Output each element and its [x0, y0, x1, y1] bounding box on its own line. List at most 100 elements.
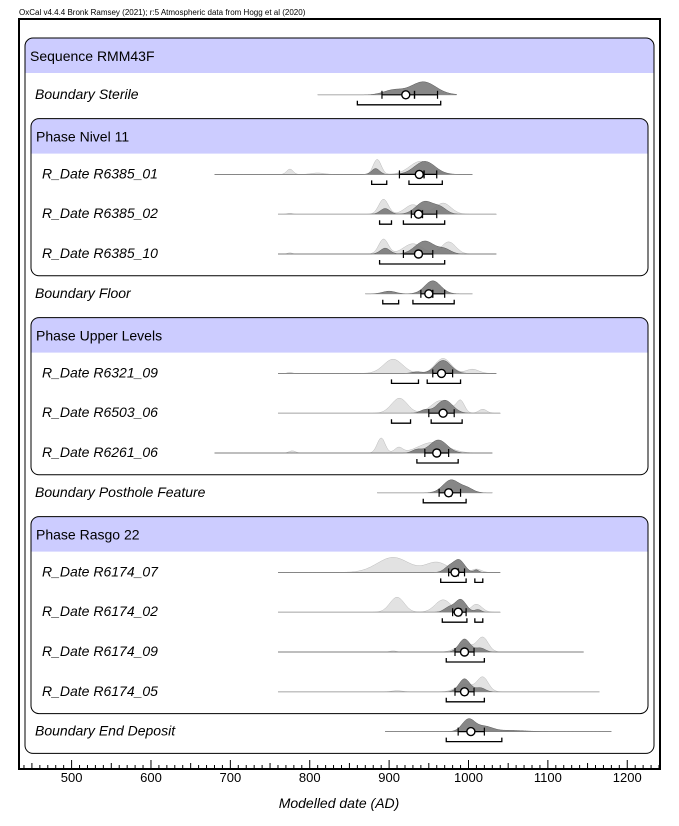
- row-label: R_Date R6385_10: [42, 245, 158, 261]
- group-title: Sequence RMM43F: [30, 48, 155, 64]
- row-label: R_Date R6385_02: [42, 205, 158, 221]
- hpd-bracket: [422, 498, 467, 504]
- hpd-bracket: [370, 180, 388, 186]
- posterior-distribution: [317, 81, 457, 96]
- group-header-fill: [31, 317, 648, 353]
- mean-marker: [436, 368, 447, 379]
- group-outline: [24, 37, 655, 754]
- posterior-distribution: [377, 479, 493, 494]
- row-label: R_Date R6174_05: [42, 683, 158, 699]
- hpd-bracket: [445, 737, 503, 743]
- mean-marker: [438, 408, 448, 418]
- row-label: R_Date R6261_06: [42, 444, 158, 460]
- hpd-bracket: [474, 618, 484, 623]
- x-axis: 500 600 700 800 900 1000 1100 1200 Modelled date…: [23, 760, 660, 811]
- row-boundary-end-deposit: Boundary End Deposit: [35, 718, 612, 743]
- hpd-bracket: [474, 578, 484, 584]
- prior-distribution: [278, 397, 501, 414]
- hpd-bracket: [445, 697, 486, 703]
- group-box: Phase Upper Levels: [30, 317, 649, 476]
- hpd-bracket: [382, 299, 400, 305]
- group-title: Phase Rasgo 22: [36, 527, 140, 543]
- hpd-bracket: [426, 379, 462, 385]
- x-axis-title: Modelled date (AD): [279, 795, 400, 811]
- mean-marker: [459, 647, 470, 657]
- posterior-distribution: [385, 718, 612, 732]
- row-label: R_Date R6385_01: [42, 165, 158, 181]
- hpd-bracket: [356, 100, 442, 106]
- mean-marker: [413, 249, 424, 259]
- group-header-fill: [31, 516, 648, 552]
- hpd-bracket: [408, 180, 443, 186]
- row-label: Boundary Floor: [35, 285, 132, 301]
- group-title: Phase Upper Levels: [36, 328, 162, 344]
- row-boundary-posthole-feature: Boundary Posthole Feature: [35, 479, 493, 504]
- hpd-bracket: [445, 658, 486, 663]
- row-r-date-r6261-06: R_Date R6261_06: [42, 437, 493, 464]
- row-r-date-r6174-05: R_Date R6174_05: [42, 676, 600, 703]
- row-r-date-r6503-06: R_Date R6503_06: [42, 397, 501, 424]
- prior-distribution: [278, 358, 497, 374]
- x-tick-label: 700: [220, 770, 242, 785]
- mean-marker: [401, 90, 411, 100]
- row-label: R_Date R6174_02: [42, 603, 158, 619]
- hpd-bracket: [441, 618, 468, 623]
- hpd-bracket: [416, 459, 459, 464]
- mean-marker: [424, 289, 434, 299]
- group-title: Phase Nivel 11: [36, 129, 129, 145]
- hpd-bracket: [402, 220, 446, 225]
- posterior-distribution: [214, 161, 473, 175]
- row-label: Boundary Sterile: [35, 86, 139, 102]
- group-outline: [30, 317, 649, 476]
- posterior-distribution: [365, 280, 473, 295]
- posterior-distribution: [278, 678, 600, 693]
- hpd-bracket: [378, 220, 393, 225]
- prior-distribution: [278, 676, 600, 693]
- mean-marker: [414, 169, 424, 180]
- row-label: R_Date R6174_07: [42, 563, 159, 579]
- row-boundary-sterile: Boundary Sterile: [35, 81, 457, 106]
- row-r-date-r6385-10: R_Date R6385_10: [42, 238, 497, 265]
- group-outline: [30, 118, 649, 277]
- hpd-bracket: [440, 578, 467, 584]
- hpd-bracket: [430, 419, 463, 424]
- posterior-distribution: [278, 638, 584, 653]
- group-header-fill: [25, 38, 654, 73]
- plot-frame: [18, 18, 661, 770]
- mean-marker: [450, 567, 460, 578]
- row-boundary-floor: Boundary Floor: [35, 280, 473, 305]
- row-r-date-r6174-09: R_Date R6174_09: [42, 636, 584, 663]
- group-header-fill: [31, 118, 648, 154]
- x-tick-label: 900: [378, 770, 400, 785]
- hpd-bracket: [390, 379, 420, 385]
- row-r-date-r6174-02: R_Date R6174_02: [42, 596, 501, 623]
- x-tick-label: 1100: [534, 770, 562, 785]
- mean-marker: [432, 448, 442, 458]
- row-label: Boundary Posthole Feature: [35, 484, 206, 500]
- prior-distribution: [278, 636, 584, 653]
- mean-marker: [413, 209, 424, 219]
- posterior-distribution: [214, 439, 493, 454]
- hpd-bracket: [390, 419, 412, 424]
- group-outline: [30, 516, 649, 715]
- row-label: R_Date R6321_09: [42, 364, 158, 380]
- row-r-date-r6385-01: R_Date R6385_01: [42, 159, 473, 186]
- x-tick-label: 600: [140, 770, 162, 785]
- row-label: R_Date R6503_06: [42, 404, 158, 420]
- hpd-bracket: [378, 260, 446, 265]
- row-r-date-r6385-02: R_Date R6385_02: [42, 198, 497, 225]
- group-box: Phase Nivel 11: [30, 118, 649, 277]
- row-label: R_Date R6174_09: [42, 643, 158, 659]
- mean-marker: [459, 687, 470, 697]
- row-r-date-r6321-09: R_Date R6321_09: [42, 358, 497, 385]
- group-box: Phase Rasgo 22: [30, 516, 649, 715]
- group-box: Sequence RMM43F: [24, 37, 655, 754]
- row-r-date-r6174-07: R_Date R6174_07: [42, 557, 501, 584]
- oxcal-header: OxCal v4.4.4 Bronk Ramsey (2021); r:5 At…: [19, 8, 306, 17]
- mean-marker: [466, 726, 476, 737]
- x-tick-label: 500: [61, 770, 83, 785]
- x-tick-label: 1200: [613, 770, 642, 785]
- row-label: Boundary End Deposit: [35, 723, 176, 739]
- mean-marker: [453, 607, 463, 617]
